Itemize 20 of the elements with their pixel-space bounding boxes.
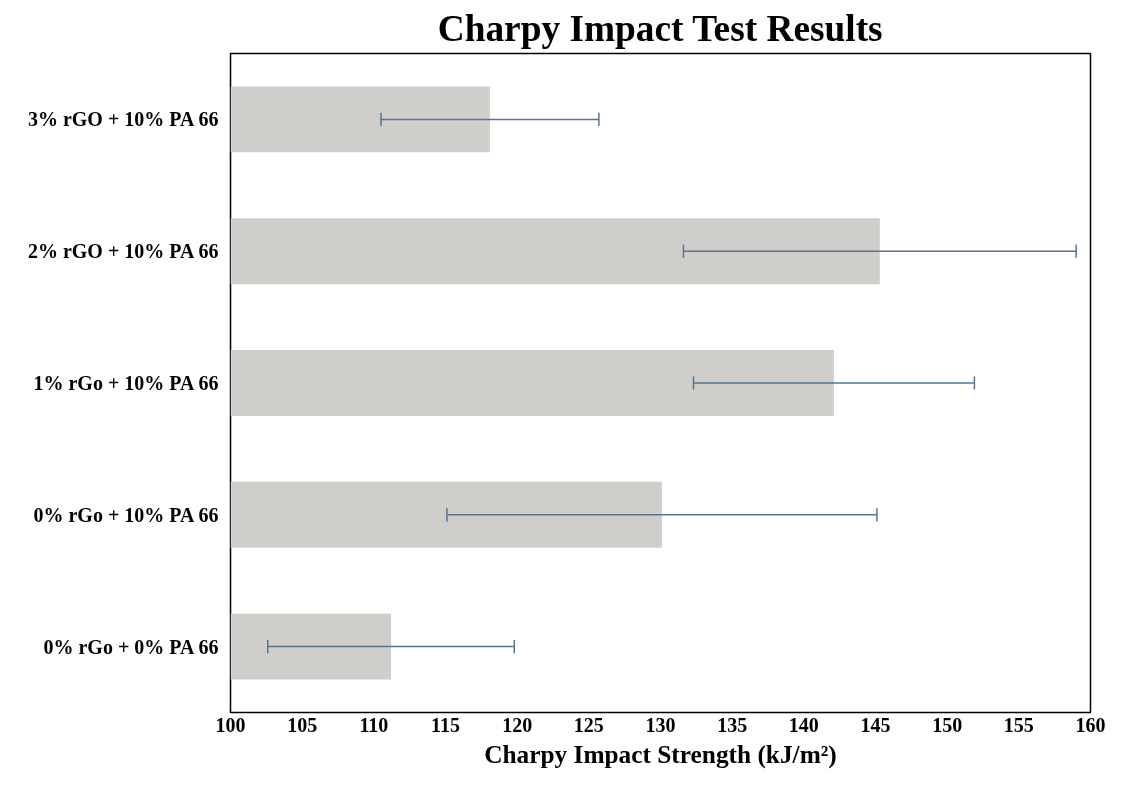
x-tick-label: 140 (788, 713, 819, 736)
y-tick-label: 0% rGo + 0% PA 66 (43, 635, 219, 658)
y-tick-label: 1% rGo + 10% PA 66 (33, 372, 219, 394)
x-axis-title: Charpy Impact Strength (kJ/m²) (484, 739, 837, 769)
x-tick-label: 120 (502, 713, 533, 736)
x-tick-label: 130 (645, 713, 676, 736)
x-tick-label: 115 (431, 713, 460, 736)
y-tick-label: 0% rGo + 10% PA 66 (33, 503, 219, 526)
x-tick-label: 135 (717, 713, 748, 736)
chart-title: Charpy Impact Test Results (437, 7, 883, 49)
y-tick-label: 3% rGO + 10% PA 66 (27, 108, 219, 131)
x-tick-label: 145 (860, 713, 891, 736)
x-tick-label: 100 (215, 713, 246, 736)
y-tick-label: 2% rGO + 10% PA 66 (27, 240, 219, 263)
x-tick-label: 150 (932, 713, 963, 736)
x-tick-label: 110 (359, 713, 389, 736)
x-tick-label: 155 (1003, 713, 1034, 736)
x-tick-label: 160 (1075, 713, 1106, 736)
x-tick-label: 105 (287, 713, 318, 736)
x-tick-label: 125 (573, 713, 604, 736)
